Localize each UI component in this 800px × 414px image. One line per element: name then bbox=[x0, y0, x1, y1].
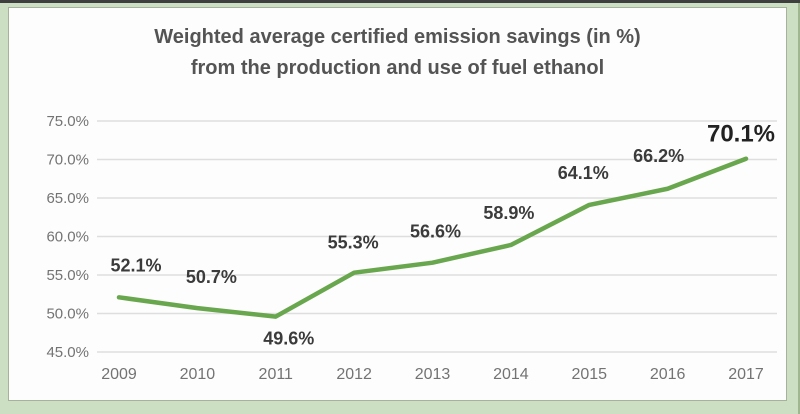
right-edge-strip bbox=[798, 3, 800, 414]
chart-panel: 75.0% 70.0% 65.0% 60.0% 55.0% 50.0% 45.0% 2009 2… bbox=[8, 7, 787, 401]
data-point-label: 70.1% bbox=[707, 121, 775, 148]
data-point-label: 64.1% bbox=[558, 163, 609, 183]
x-tick-label: 2012 bbox=[336, 366, 372, 383]
y-tick-label: 65.0% bbox=[46, 190, 89, 207]
data-point-label: 56.6% bbox=[410, 222, 461, 242]
y-tick-label: 60.0% bbox=[46, 229, 89, 246]
data-point-label: 50.7% bbox=[186, 267, 237, 287]
data-point-label: 58.9% bbox=[483, 203, 534, 223]
x-tick-label: 2015 bbox=[571, 366, 607, 383]
chart-title-line2: from the production and use of fuel etha… bbox=[190, 57, 605, 79]
x-tick-label: 2016 bbox=[650, 366, 686, 383]
top-edge-strip bbox=[0, 0, 800, 3]
x-tick-label: 2013 bbox=[415, 366, 451, 383]
y-tick-label: 55.0% bbox=[46, 267, 89, 284]
chart-title: Weighted average certified emission savi… bbox=[9, 22, 786, 84]
y-tick-label: 70.0% bbox=[46, 152, 89, 169]
data-point-label: 55.3% bbox=[328, 233, 379, 253]
x-tick-label: 2011 bbox=[259, 366, 294, 383]
emission-savings-line bbox=[116, 156, 749, 319]
data-point-label: 52.1% bbox=[110, 255, 161, 275]
data-point-label: 66.2% bbox=[633, 146, 684, 166]
x-tick-label: 2009 bbox=[101, 366, 137, 383]
y-tick-label: 45.0% bbox=[46, 344, 89, 361]
x-tick-label: 2010 bbox=[180, 366, 216, 383]
y-tick-label: 75.0% bbox=[46, 113, 89, 130]
x-tick-label: 2014 bbox=[493, 366, 529, 383]
chart-title-line1: Weighted average certified emission savi… bbox=[154, 26, 641, 48]
y-tick-label: 50.0% bbox=[46, 306, 89, 323]
x-tick-label: 2017 bbox=[728, 366, 764, 383]
data-point-label: 49.6% bbox=[263, 329, 314, 349]
line-chart: 75.0% 70.0% 65.0% 60.0% 55.0% 50.0% 45.0% 2009 2… bbox=[46, 113, 777, 383]
